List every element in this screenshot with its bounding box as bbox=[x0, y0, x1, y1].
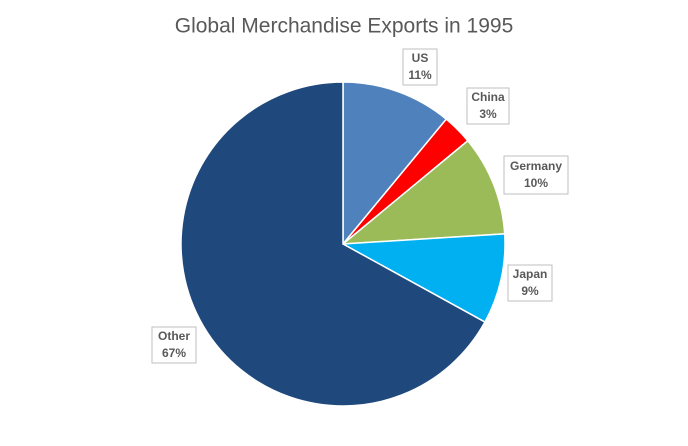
category-label: Other bbox=[158, 329, 190, 343]
pie-slice bbox=[342, 81, 448, 247]
data-label: Other 67% bbox=[151, 326, 197, 364]
pie-slice bbox=[340, 139, 506, 245]
category-label: Japan bbox=[513, 267, 548, 281]
category-label: China bbox=[471, 90, 505, 104]
pie-slice bbox=[180, 81, 486, 407]
data-label: China 3% bbox=[466, 87, 510, 125]
value-label: 11% bbox=[408, 68, 432, 82]
label-box bbox=[402, 48, 438, 86]
data-label: Germany 10% bbox=[503, 155, 569, 195]
category-label: Germany bbox=[510, 159, 562, 173]
value-label: 67% bbox=[162, 346, 186, 360]
chart-title: Global Merchandise Exports in 1995 bbox=[175, 15, 514, 38]
data-label: US 11% bbox=[402, 48, 438, 86]
value-label: 10% bbox=[524, 176, 548, 190]
label-box bbox=[503, 155, 569, 195]
value-label: 3% bbox=[479, 107, 497, 121]
category-label: US bbox=[412, 51, 429, 65]
value-label: 9% bbox=[521, 284, 539, 298]
data-label: Japan 9% bbox=[507, 264, 553, 302]
label-box bbox=[507, 264, 553, 302]
label-box bbox=[151, 326, 197, 364]
pie-slice bbox=[340, 233, 506, 324]
label-box bbox=[466, 87, 510, 125]
